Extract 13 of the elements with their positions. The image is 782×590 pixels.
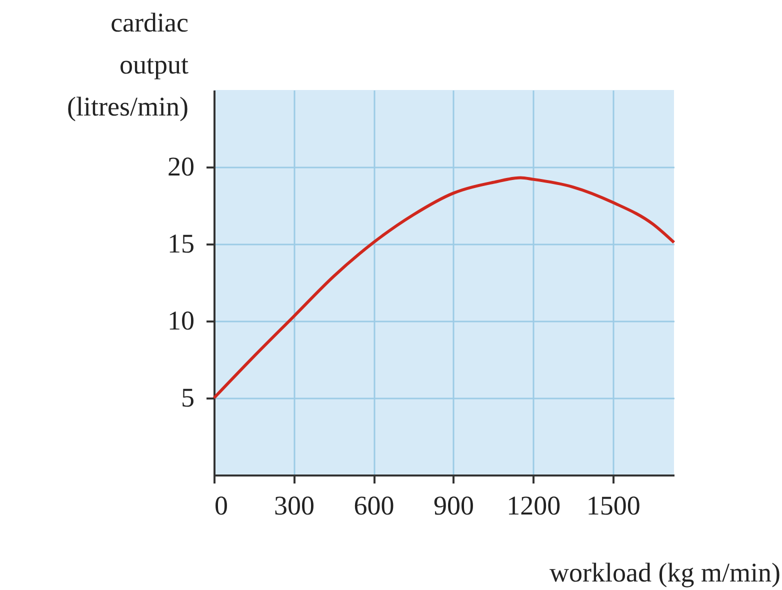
x-axis-title: workload (kg m/min) bbox=[550, 558, 780, 588]
x-tick-label: 900 bbox=[434, 490, 474, 520]
y-tick-label: 10 bbox=[168, 306, 194, 336]
x-tick-label: 600 bbox=[354, 490, 394, 520]
y-axis-title: cardiac output (litres/min) bbox=[67, 8, 189, 122]
x-tick-label: 1500 bbox=[586, 490, 640, 520]
y-tick-label: 5 bbox=[181, 382, 194, 412]
x-tick-label: 0 bbox=[214, 490, 228, 520]
line-series bbox=[212, 176, 676, 400]
y-tick-label: 15 bbox=[168, 228, 194, 258]
x-tick-label: 300 bbox=[274, 490, 315, 520]
x-tick-label: 1200 bbox=[506, 490, 561, 520]
y-tick-label: 20 bbox=[168, 152, 194, 182]
